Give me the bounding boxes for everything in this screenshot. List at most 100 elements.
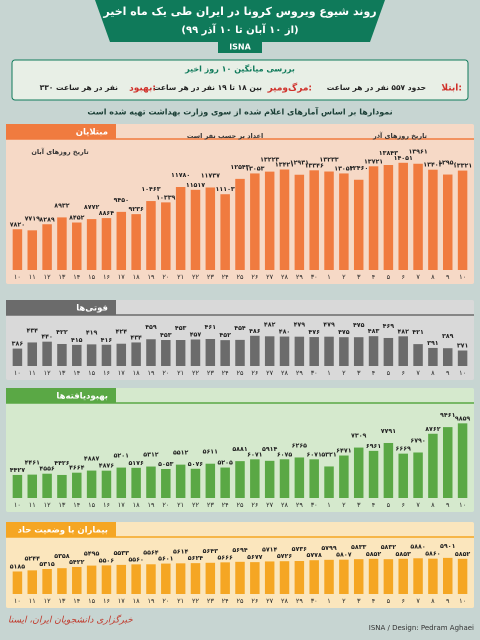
bar — [205, 463, 216, 498]
value-label: ۴۸۶ — [249, 328, 261, 335]
value-label: ۴۵۲ — [219, 332, 231, 339]
bar — [368, 166, 379, 270]
x-tick-label: ۲۳ — [207, 597, 214, 605]
x-tick-label: ۱۲ — [44, 273, 51, 281]
x-tick-label: ۶ — [401, 369, 405, 377]
value-label: ۴۲۴ — [116, 329, 128, 336]
bar — [190, 189, 201, 270]
bar — [442, 557, 453, 594]
value-label: ۹۸۵۹ — [455, 415, 471, 422]
bar — [413, 163, 423, 270]
bar — [190, 468, 201, 498]
x-tick-label: ۸ — [431, 501, 435, 509]
bar — [250, 459, 260, 498]
x-tick-label: ۸ — [431, 369, 435, 377]
value-label: ۹۴۵۰ — [114, 197, 129, 204]
x-tick-label: ۱۳ — [58, 369, 65, 377]
value-label: ۴۱۵ — [71, 337, 83, 344]
bar — [131, 467, 141, 498]
bar — [72, 566, 82, 594]
value-label: ۵۵۶۴ — [143, 549, 159, 556]
value-label: ۵۱۸۵ — [10, 563, 26, 570]
x-tick-label: ۱ — [327, 369, 331, 377]
value-label: ۵۲۰۱ — [114, 453, 129, 460]
value-label: ۴۱۹ — [86, 329, 98, 336]
x-tick-label: ۲۳ — [207, 273, 214, 281]
bar — [442, 174, 453, 270]
panel-tab — [6, 522, 116, 537]
x-tick-label: ۱۵ — [88, 273, 95, 281]
x-tick-label: ۶ — [401, 597, 405, 605]
value-label: ۱۱۱۰۳ — [216, 186, 235, 193]
value-label: ۴۷۹ — [294, 322, 306, 329]
bar — [279, 169, 290, 270]
value-label: ۴۸۳ — [368, 328, 380, 335]
value-label: ۶۶۶۹ — [396, 446, 412, 453]
value-label: ۵۸۵۳ — [396, 551, 412, 558]
x-tick-label: ۱ — [327, 501, 331, 509]
value-label: ۵۳۱۲ — [143, 452, 159, 459]
bar — [428, 433, 438, 498]
value-label: ۴۳۴ — [130, 334, 142, 341]
bar — [205, 187, 216, 270]
bar — [309, 337, 319, 366]
value-label: ۴۸۲ — [264, 321, 276, 328]
value-label: ۷۷۹۱ — [381, 428, 396, 435]
x-tick-label: ۲۹ — [296, 369, 303, 377]
x-tick-label: ۲۹ — [296, 501, 303, 509]
bar — [235, 461, 245, 498]
bar — [12, 474, 23, 498]
x-tick-label: ۱۶ — [103, 501, 110, 509]
chart-title: مبتلایان — [76, 128, 108, 138]
bar — [324, 171, 334, 270]
x-tick-label: ۱۶ — [103, 273, 110, 281]
value-label: ۱۳۰۵۳ — [334, 165, 353, 172]
value-label: ۵۰۷۶ — [188, 461, 204, 468]
x-tick-label: ۹ — [446, 501, 450, 509]
bar — [116, 467, 127, 498]
value-label: ۱۳۹۶۱ — [408, 149, 427, 156]
value-label: ۴۴۰ — [41, 334, 53, 341]
value-label: ۱۳۳۲۱ — [453, 163, 472, 170]
value-label: ۵۹۰۱ — [440, 543, 455, 550]
x-tick-label: ۱۰ — [14, 273, 21, 281]
value-label: ۴۷۵ — [338, 329, 350, 336]
x-tick-label: ۳۰ — [311, 273, 318, 281]
bar — [457, 170, 468, 270]
value-label: ۵۹۱۴ — [262, 446, 278, 453]
bar — [27, 570, 38, 594]
x-tick-label: ۱۹ — [147, 273, 154, 281]
bar — [235, 561, 245, 594]
bar — [309, 170, 319, 270]
bar — [12, 571, 23, 594]
bar — [57, 217, 67, 270]
value-label: ۵۵۰۶ — [99, 557, 115, 564]
bar — [146, 564, 156, 594]
value-label: ۱۳۴۲۱ — [275, 162, 294, 169]
x-tick-label: ۴ — [372, 501, 376, 509]
bar — [309, 560, 319, 594]
value-label: ۹۴۶۱ — [440, 412, 455, 419]
x-tick-label: ۳۰ — [311, 369, 318, 377]
value-label: ۴۸۷۶ — [99, 463, 115, 470]
bar — [250, 562, 260, 594]
bar — [205, 562, 216, 594]
bar — [27, 342, 38, 366]
bar — [72, 344, 82, 366]
bar — [57, 474, 67, 498]
x-tick-label: ۱۰ — [459, 369, 466, 377]
x-tick-label: ۲۵ — [237, 501, 244, 509]
value-label: ۸۴۵۲ — [69, 215, 85, 222]
value-label: ۴۶۱ — [205, 324, 217, 331]
x-tick-label: ۲ — [342, 369, 346, 377]
bar — [413, 344, 423, 366]
x-tick-label: ۵ — [387, 369, 391, 377]
bar — [101, 344, 112, 366]
value-label: ۴۵۹ — [145, 324, 157, 331]
bar — [205, 338, 216, 366]
value-label: ۷۳۰۹ — [351, 433, 367, 440]
bar — [368, 336, 379, 366]
credit: ISNA / Design: Pedram Aghaei — [369, 624, 474, 632]
x-tick-label: ۴ — [372, 273, 376, 281]
bar — [339, 455, 349, 498]
